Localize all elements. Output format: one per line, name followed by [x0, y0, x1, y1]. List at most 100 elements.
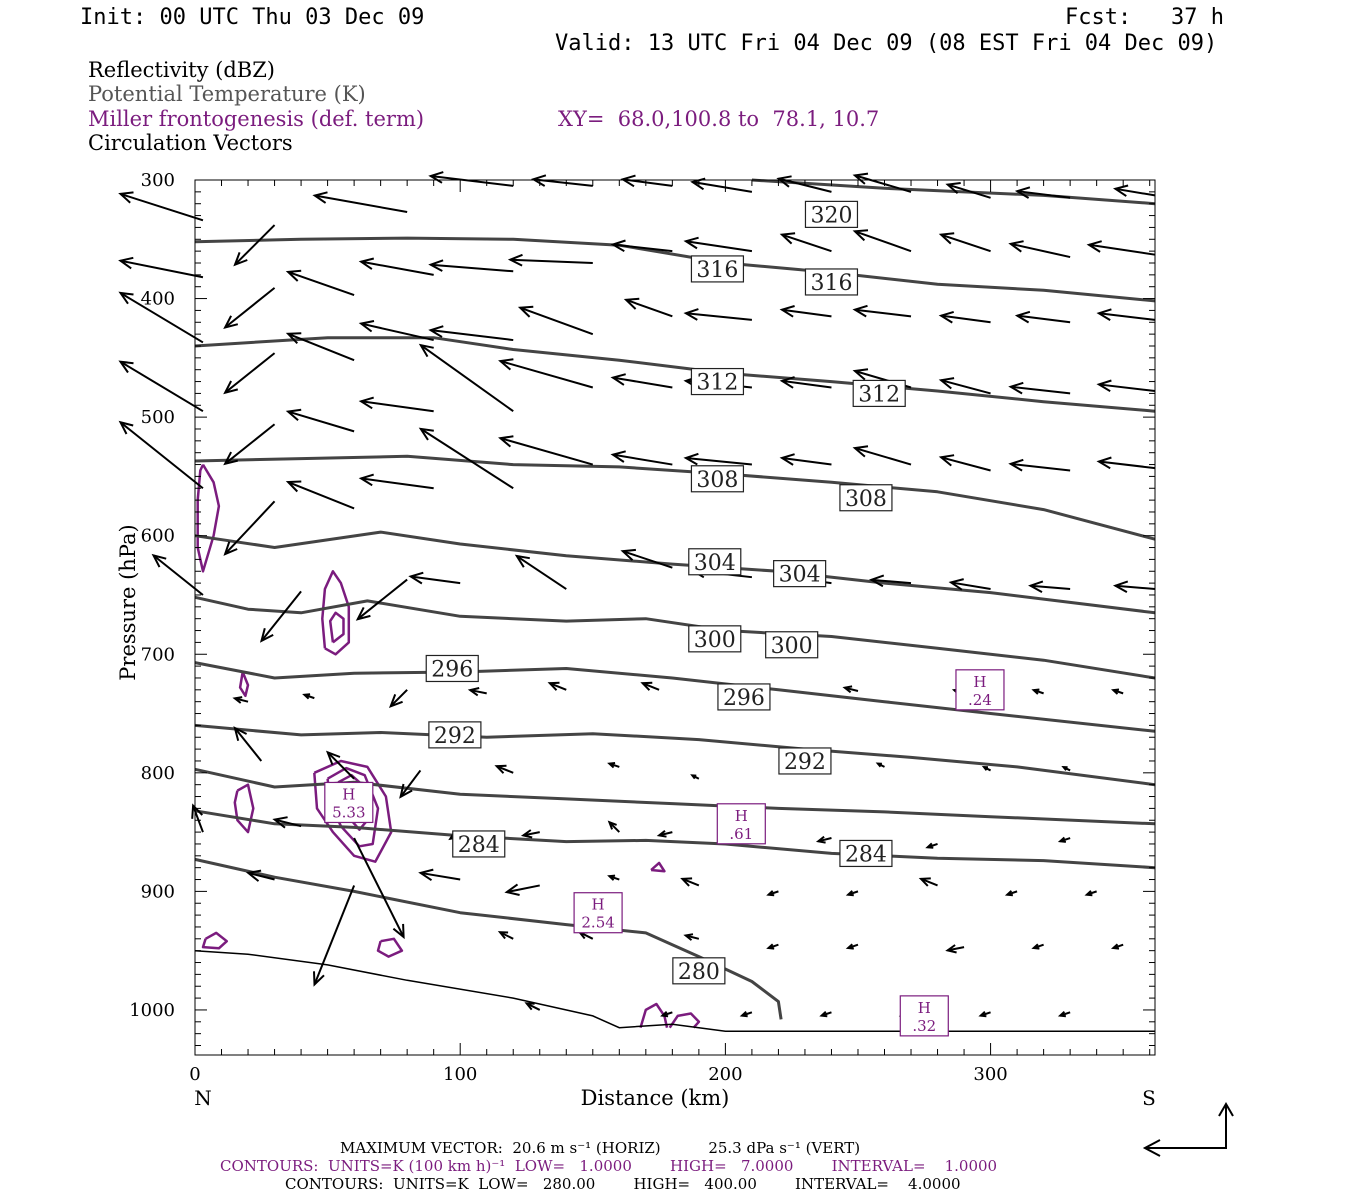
- fronto-high-marker: H.32: [899, 995, 949, 1037]
- circulation-vector: [302, 693, 315, 700]
- circulation-vector: [623, 297, 673, 318]
- svg-text:312: 312: [858, 382, 900, 407]
- reference-vector: [1142, 1102, 1234, 1157]
- circulation-vector: [285, 332, 355, 362]
- svg-text:316: 316: [696, 258, 738, 283]
- circulation-vector: [1110, 943, 1124, 950]
- circulation-vector: [1014, 310, 1071, 324]
- circulation-vector: [1014, 186, 1071, 199]
- theta-contour-296: [194, 661, 1156, 733]
- theta-contour-304: [194, 530, 1156, 615]
- svg-text:H: H: [592, 896, 605, 914]
- circulation-vector: [1086, 240, 1156, 256]
- svg-text:292: 292: [434, 724, 476, 749]
- init-time: Init: 00 UTC Thu 03 Dec 09: [80, 5, 425, 30]
- circulation-vector: [845, 890, 859, 897]
- svg-text:296: 296: [723, 686, 765, 711]
- circulation-vector: [690, 774, 700, 780]
- circulation-vector: [285, 480, 355, 510]
- x-tick-label: 200: [708, 1064, 742, 1085]
- svg-text:5.33: 5.33: [332, 803, 365, 821]
- circulation-vector: [779, 305, 832, 318]
- circulation-vector: [607, 762, 620, 769]
- legend-xy: XY= 68.0,100.8 to 78.1, 10.7: [558, 107, 880, 131]
- theta-contour-312: [194, 336, 1156, 413]
- circulation-vector: [233, 224, 276, 267]
- circulation-vector: [620, 174, 673, 188]
- circulation-vector: [1004, 890, 1018, 897]
- circulation-vector: [852, 172, 912, 193]
- circulation-vector: [118, 291, 204, 344]
- circulation-vector: [504, 883, 540, 896]
- y-tick-label: 700: [141, 644, 175, 665]
- theta-contour-300: [194, 595, 1156, 680]
- north-label: N: [194, 1086, 212, 1110]
- theta-label-292: 292: [778, 747, 832, 775]
- circulation-vector: [779, 232, 832, 253]
- circulation-vector: [524, 1002, 541, 1011]
- circulation-vector: [1008, 458, 1071, 472]
- theta-label-316: 316: [804, 268, 859, 296]
- circulation-vector: [285, 269, 355, 296]
- circulation-vector: [1112, 580, 1156, 593]
- circulation-vector: [656, 830, 673, 838]
- circulation-vector: [938, 377, 991, 395]
- circulation-vector: [507, 253, 593, 267]
- circulation-vector: [819, 1010, 832, 1018]
- circulation-vector: [1096, 456, 1156, 470]
- circulation-vector: [945, 944, 965, 954]
- circulation-vector: [1031, 943, 1044, 950]
- svg-text:304: 304: [694, 551, 736, 576]
- circulation-vector: [852, 445, 912, 466]
- circulation-vector: [1112, 184, 1156, 197]
- fronto-contour-8: [376, 937, 404, 958]
- circulation-vector: [680, 877, 700, 887]
- circulation-vector: [223, 500, 276, 556]
- circulation-vector: [514, 554, 567, 590]
- x-tick-label: 0: [189, 1064, 200, 1085]
- circulation-vector: [325, 750, 355, 780]
- circulation-vector: [233, 726, 263, 762]
- circulation-vector: [918, 877, 938, 887]
- plot-frame: [194, 179, 1156, 1056]
- circulation-vector: [607, 874, 620, 881]
- theta-label-300: 300: [688, 625, 742, 653]
- circulation-vector: [779, 453, 832, 466]
- theta-label-296: 296: [717, 683, 771, 711]
- circulation-vector: [428, 171, 514, 187]
- circulation-vector: [355, 578, 408, 621]
- theta-label-304: 304: [773, 560, 827, 588]
- circulation-vector: [640, 681, 660, 691]
- circulation-vector: [938, 454, 991, 472]
- y-tick-label: 1000: [129, 1000, 175, 1021]
- y-tick-label: 500: [141, 407, 175, 428]
- circulation-vector: [428, 259, 514, 273]
- legend-theta: Potential Temperature (K): [88, 82, 366, 106]
- fronto-contour-9: [201, 931, 229, 950]
- circulation-vector: [875, 762, 885, 768]
- south-label: S: [1142, 1086, 1156, 1110]
- circulation-vector: [610, 239, 673, 253]
- circulation-vector: [408, 571, 461, 585]
- circulation-vector: [1057, 1010, 1071, 1018]
- fronto-contour-0: [196, 463, 221, 573]
- svg-text:304: 304: [779, 563, 821, 588]
- svg-text:308: 308: [696, 468, 738, 493]
- theta-label-292: 292: [428, 721, 482, 749]
- fronto-contour-12: [650, 861, 666, 873]
- theta-label-300: 300: [765, 631, 819, 659]
- circulation-vector: [948, 578, 991, 591]
- circulation-vector: [494, 764, 514, 774]
- theta-label-320: 320: [804, 200, 859, 228]
- terrain-line: [194, 949, 1155, 1033]
- circulation-vector: [428, 325, 514, 342]
- svg-text:2.54: 2.54: [581, 914, 614, 932]
- footer-contours-fronto: CONTOURS: UNITS=K (100 km h)⁻¹ LOW= 1.00…: [220, 1157, 998, 1175]
- svg-text:H: H: [973, 673, 986, 691]
- valid-time: Valid: 13 UTC Fri 04 Dec 09 (08 EST Fri …: [555, 31, 1218, 56]
- svg-text:280: 280: [678, 960, 720, 985]
- fronto-contour-11: [668, 1012, 701, 1029]
- forecast-hour: Fcst: 37 h: [1065, 5, 1224, 30]
- circulation-vector: [1008, 381, 1071, 395]
